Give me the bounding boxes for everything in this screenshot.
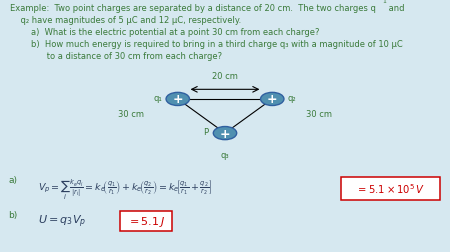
Text: and: and — [386, 4, 405, 13]
Text: 30 cm: 30 cm — [306, 110, 332, 118]
Text: $V_p = \sum_i \frac{k_e q_i}{|r_i|} = k_e\!\left(\frac{q_1}{r_1}\right) + k_e\!\: $V_p = \sum_i \frac{k_e q_i}{|r_i|} = k_… — [38, 178, 213, 201]
FancyBboxPatch shape — [120, 211, 172, 231]
Text: $U = q_3 V_p$: $U = q_3 V_p$ — [38, 213, 86, 229]
Text: $= 5.1\times10^5\,V$: $= 5.1\times10^5\,V$ — [356, 182, 425, 196]
Text: P: P — [203, 128, 208, 137]
Text: +: + — [220, 127, 230, 140]
Text: q₃: q₃ — [220, 150, 230, 159]
FancyBboxPatch shape — [341, 177, 440, 201]
Text: q₂ have magnitudes of 5 μC and 12 μC, respectively.: q₂ have magnitudes of 5 μC and 12 μC, re… — [10, 16, 241, 25]
Text: b)  How much energy is required to bring in a third charge q₃ with a magnitude o: b) How much energy is required to bring … — [10, 40, 403, 49]
Text: 1: 1 — [382, 0, 387, 4]
Text: +: + — [267, 93, 278, 106]
Text: q₁: q₁ — [153, 94, 162, 103]
Text: $= 5.1\,J$: $= 5.1\,J$ — [127, 214, 165, 228]
Text: to a distance of 30 cm from each charge?: to a distance of 30 cm from each charge? — [10, 51, 222, 60]
Text: Example:  Two point charges are separated by a distance of 20 cm.  The two charg: Example: Two point charges are separated… — [10, 4, 376, 13]
Text: 20 cm: 20 cm — [212, 72, 238, 81]
Circle shape — [261, 93, 284, 106]
Circle shape — [213, 127, 237, 140]
Text: b): b) — [8, 210, 18, 219]
Text: a): a) — [8, 175, 17, 184]
Text: q₂: q₂ — [288, 94, 297, 103]
Text: 30 cm: 30 cm — [118, 110, 144, 118]
Text: +: + — [172, 93, 183, 106]
Text: a)  What is the electric potential at a point 30 cm from each charge?: a) What is the electric potential at a p… — [10, 28, 319, 37]
Circle shape — [166, 93, 189, 106]
